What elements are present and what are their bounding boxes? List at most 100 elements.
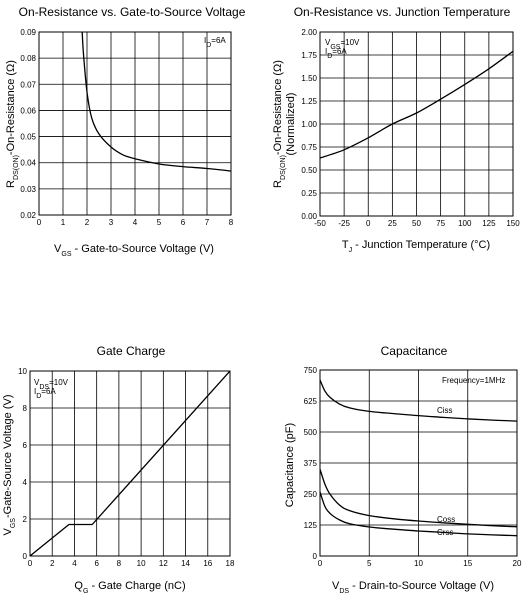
x-tick-label: 8 [117, 559, 122, 568]
y-tick-label: 0.75 [301, 143, 317, 152]
x-tick-label: 5 [157, 218, 162, 227]
plot-area [38, 31, 232, 216]
y-tick-label: 2.00 [301, 28, 317, 37]
x-axis-label: QG - Gate Charge (nC) [74, 580, 185, 593]
y-tick-label: 1.25 [301, 97, 317, 106]
series-label-crss: Crss [437, 528, 453, 537]
chart-title: On-Resistance vs. Junction Temperature [294, 5, 511, 19]
y-tick-label: 0.04 [20, 159, 36, 168]
y-tick-label: 250 [304, 490, 318, 499]
x-tick-label: 2 [50, 559, 55, 568]
y-tick-label: 625 [304, 397, 318, 406]
series-line-coss [320, 469, 517, 528]
chart-title: Capacitance [381, 344, 448, 358]
x-tick-label: 8 [229, 218, 234, 227]
x-axis-label: VDS - Drain-to-Source Voltage (V) [332, 580, 494, 593]
series-line-ciss [320, 379, 517, 422]
y-tick-label: 4 [23, 478, 28, 487]
x-tick-label: 6 [94, 559, 99, 568]
x-tick-label: 1 [61, 218, 66, 227]
plot-area [319, 369, 518, 557]
y-tick-label: 1.00 [301, 120, 317, 129]
y-tick-label: 125 [304, 521, 318, 530]
x-tick-label: 3 [109, 218, 114, 227]
plot-area [29, 370, 231, 557]
chart-rds-vs-temperature: On-Resistance vs. Junction Temperature T… [272, 5, 520, 254]
chart-title: On-Resistance vs. Gate-to-Source Voltage [19, 5, 246, 19]
x-tick-label: 7 [205, 218, 210, 227]
y-tick-label: 375 [304, 459, 318, 468]
x-tick-label: 12 [159, 559, 168, 568]
x-tick-label: 0 [366, 219, 371, 228]
x-tick-label: 0 [37, 218, 42, 227]
y-tick-label: 0.00 [301, 212, 317, 221]
y-tick-label: 0.06 [20, 106, 36, 115]
x-axis-label: VGS - Gate-to-Source Voltage (V) [54, 243, 214, 258]
x-tick-label: 0 [318, 559, 323, 568]
x-tick-label: 10 [414, 559, 423, 568]
y-axis-label: RDS(ON)-On-Resistance (Ω) [272, 60, 287, 188]
series-label-ciss: Ciss [437, 406, 453, 415]
y-axis-label: VGS-Gate-Source Voltage (V) [2, 395, 17, 536]
x-tick-label: 18 [226, 559, 235, 568]
series-line [81, 32, 231, 172]
x-tick-label: 15 [463, 559, 472, 568]
y-tick-label: 0.09 [20, 28, 36, 37]
x-tick-label: 14 [181, 559, 190, 568]
y-tick-label: 10 [18, 367, 27, 376]
series-line-crss [320, 491, 517, 537]
x-tick-label: 50 [412, 219, 421, 228]
y-tick-label: 500 [304, 428, 318, 437]
y-tick-label: 0.25 [301, 189, 317, 198]
y-tick-label: 0 [313, 552, 318, 561]
y-axis-label-normalized: (Normalized) [285, 93, 297, 156]
x-tick-label: 20 [513, 559, 522, 568]
x-tick-label: 0 [28, 559, 33, 568]
x-tick-label: 4 [133, 218, 138, 227]
y-tick-label: 0.50 [301, 166, 317, 175]
x-tick-label: 2 [85, 218, 90, 227]
y-tick-label: 1.75 [301, 51, 317, 60]
x-tick-label: 4 [72, 559, 77, 568]
annotation-id: ID=6A [325, 47, 347, 60]
y-axis-label: Capacitance (pF) [284, 423, 296, 507]
plot-area [319, 31, 514, 217]
annotation-id: ID=6A [34, 387, 56, 400]
x-tick-label: 10 [137, 559, 146, 568]
annotation-id: ID=6A [204, 36, 226, 49]
y-tick-label: 8 [23, 404, 28, 413]
annotation-vds: VDS=10V [34, 378, 69, 391]
y-tick-label: 750 [304, 366, 318, 375]
y-tick-label: 0.08 [20, 54, 36, 63]
series-line [30, 371, 230, 556]
x-tick-label: 100 [458, 219, 472, 228]
x-tick-label: 75 [436, 219, 445, 228]
y-tick-label: 6 [23, 441, 28, 450]
annotation-frequency: Frequency=1MHz [442, 376, 505, 385]
y-tick-label: 0.07 [20, 80, 36, 89]
chart-gate-charge: Gate Charge QG - Gate Charge (nC) VGS-Ga… [2, 344, 235, 593]
chart-title: Gate Charge [97, 344, 166, 358]
x-tick-label: 5 [367, 559, 372, 568]
y-tick-label: 0.05 [20, 133, 36, 142]
chart-capacitance: Capacitance VDS - Drain-to-Source Voltag… [284, 344, 522, 593]
y-tick-label: 0 [23, 552, 28, 561]
chart-rds-vs-vgs: On-Resistance vs. Gate-to-Source Voltage… [5, 5, 246, 258]
y-tick-label: 2 [23, 515, 28, 524]
x-tick-label: 25 [388, 219, 397, 228]
x-tick-label: 125 [482, 219, 496, 228]
y-tick-label: 0.03 [20, 185, 36, 194]
x-tick-label: -25 [338, 219, 350, 228]
annotation-vgs: VGS=10V [325, 38, 360, 51]
y-tick-label: 1.50 [301, 74, 317, 83]
x-tick-label: -50 [314, 219, 326, 228]
x-tick-label: 6 [181, 218, 186, 227]
series-label-coss: Coss [437, 515, 455, 524]
y-axis-label: RDS(ON)-On-Resistance (Ω) [5, 60, 20, 188]
series-line [320, 50, 513, 159]
x-tick-label: 150 [506, 219, 520, 228]
y-tick-label: 0.02 [20, 211, 36, 220]
x-tick-label: 16 [203, 559, 212, 568]
x-axis-label: TJ - Junction Temperature (°C) [342, 239, 490, 254]
